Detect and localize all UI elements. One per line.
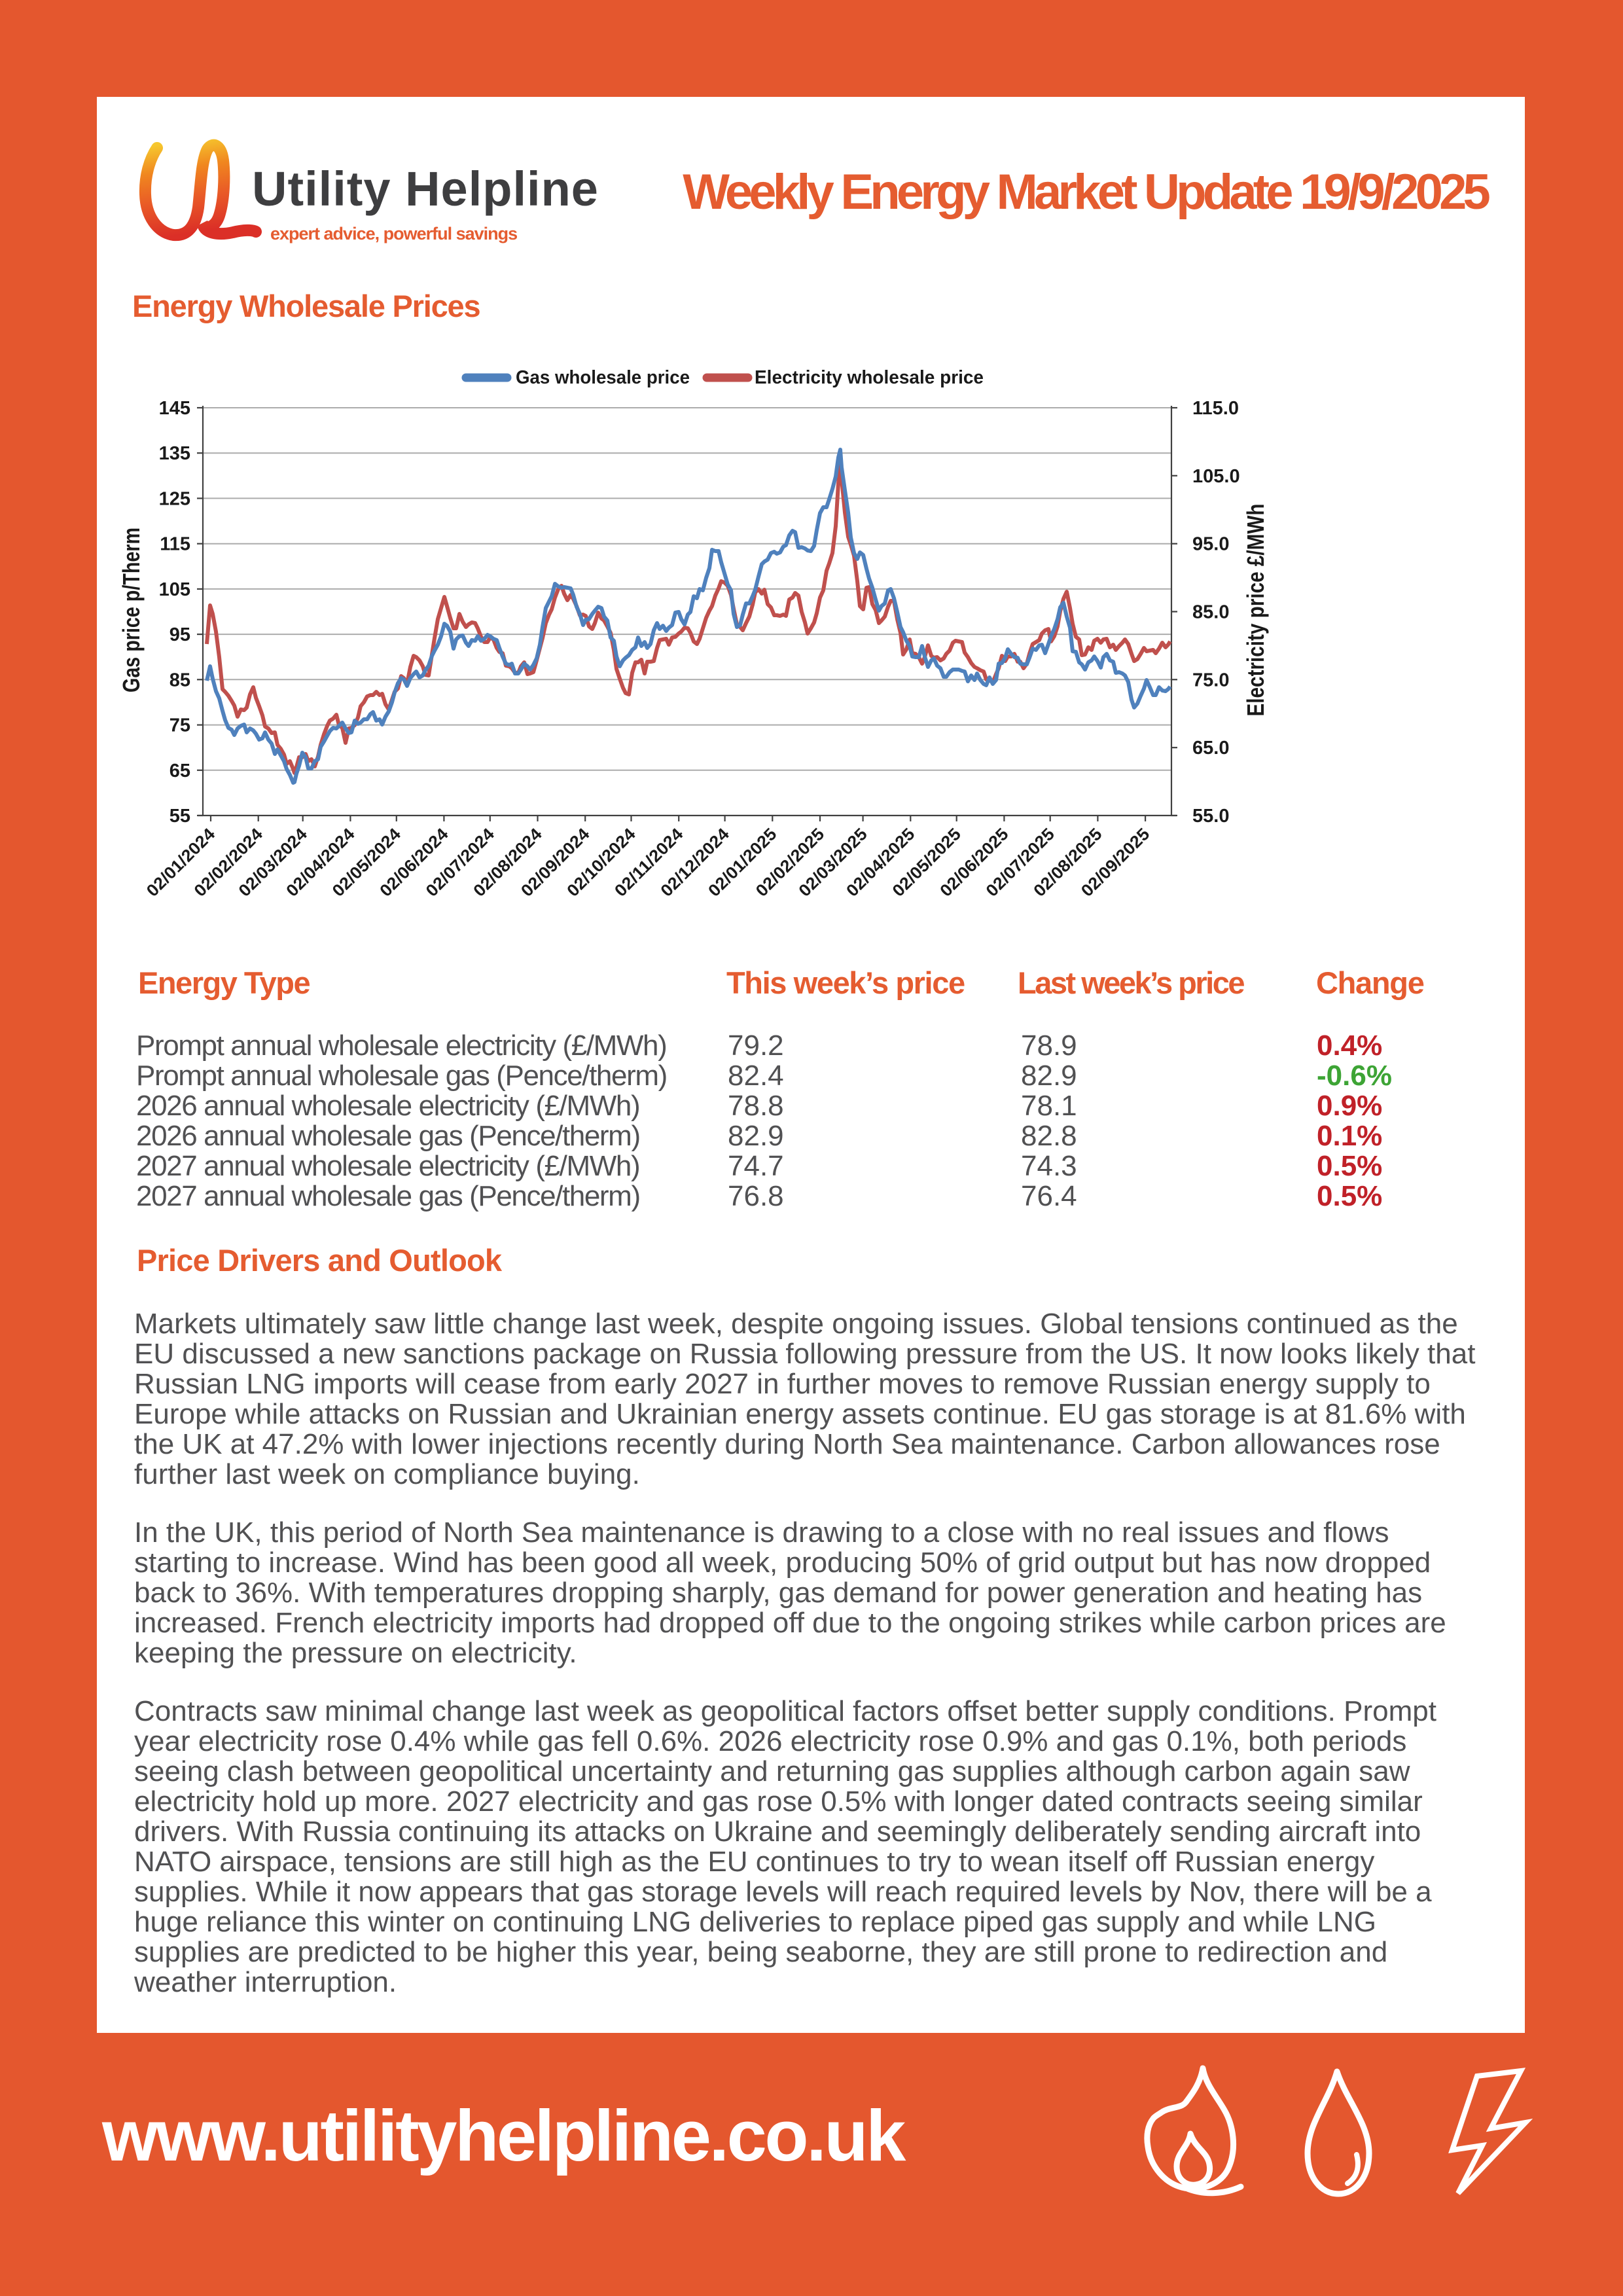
svg-text:125: 125 [159, 488, 190, 509]
svg-text:95.0: 95.0 [1192, 534, 1229, 555]
svg-text:75.0: 75.0 [1192, 670, 1229, 691]
svg-text:85.0: 85.0 [1192, 602, 1229, 623]
svg-text:65: 65 [169, 761, 190, 781]
svg-text:105.0: 105.0 [1192, 466, 1240, 487]
svg-text:Gas wholesale price: Gas wholesale price [516, 367, 690, 388]
svg-text:Electricity price £/MWh: Electricity price £/MWh [1242, 504, 1269, 717]
svg-text:65.0: 65.0 [1192, 738, 1229, 759]
svg-text:135: 135 [159, 443, 190, 464]
svg-text:75: 75 [169, 715, 190, 736]
svg-text:Electricity wholesale price: Electricity wholesale price [755, 367, 984, 388]
svg-text:55.0: 55.0 [1192, 806, 1229, 827]
svg-text:115: 115 [160, 534, 190, 555]
svg-text:55: 55 [169, 806, 190, 827]
svg-text:115.0: 115.0 [1192, 398, 1239, 419]
svg-text:Gas price p/Therm: Gas price p/Therm [118, 528, 145, 692]
svg-text:85: 85 [169, 670, 190, 691]
svg-text:145: 145 [159, 398, 190, 419]
svg-text:105: 105 [159, 579, 190, 600]
svg-text:95: 95 [169, 624, 190, 645]
